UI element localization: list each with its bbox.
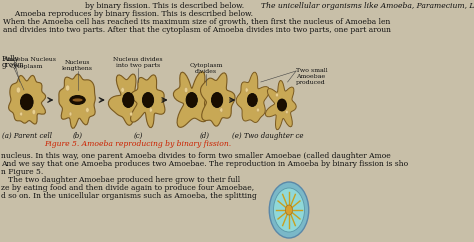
Circle shape xyxy=(245,88,248,92)
Text: Figure 5. Amoeba reproducing by binary fission.: Figure 5. Amoeba reproducing by binary f… xyxy=(45,140,232,148)
Circle shape xyxy=(86,107,89,113)
Text: The unicellular organisms like Amoeba, Paramecium, Lei: The unicellular organisms like Amoeba, P… xyxy=(261,2,474,10)
Polygon shape xyxy=(173,72,207,127)
Ellipse shape xyxy=(123,92,134,107)
Circle shape xyxy=(121,88,124,92)
Circle shape xyxy=(16,87,20,93)
Text: (e) Two daughter ce: (e) Two daughter ce xyxy=(232,132,303,140)
Ellipse shape xyxy=(277,99,286,111)
Circle shape xyxy=(20,112,23,116)
Ellipse shape xyxy=(20,94,33,110)
Polygon shape xyxy=(133,90,144,110)
Circle shape xyxy=(130,112,133,116)
Circle shape xyxy=(69,112,72,116)
Text: Two small
Amoebae
produced: Two small Amoebae produced xyxy=(296,68,328,85)
Circle shape xyxy=(269,182,309,238)
Polygon shape xyxy=(201,73,235,126)
Circle shape xyxy=(149,108,152,112)
Text: and divides into two parts. After that the cytoplasm of Amoeba divides into two : and divides into two parts. After that t… xyxy=(3,26,391,34)
Circle shape xyxy=(65,85,70,91)
Circle shape xyxy=(32,109,36,114)
Text: Amoeba reproduces by binary fission. This is described below.: Amoeba reproduces by binary fission. Thi… xyxy=(3,10,253,18)
Polygon shape xyxy=(236,72,269,122)
Text: Nucleus
lengthens: Nucleus lengthens xyxy=(62,60,93,71)
Circle shape xyxy=(256,108,259,112)
Circle shape xyxy=(220,108,223,112)
Ellipse shape xyxy=(73,98,82,102)
Text: Amoeba Nucleus: Amoeba Nucleus xyxy=(3,57,56,62)
Text: Cytoplasm
divides: Cytoplasm divides xyxy=(189,63,222,74)
Text: (d): (d) xyxy=(200,132,210,140)
Polygon shape xyxy=(130,75,165,128)
Text: And we say that one Amoeba produces two Amoebae. The reproduction in Amoeba by b: And we say that one Amoeba produces two … xyxy=(1,160,409,168)
Polygon shape xyxy=(59,74,95,128)
Polygon shape xyxy=(265,80,296,130)
Text: Fully: Fully xyxy=(1,55,19,63)
Text: Cytoplasm: Cytoplasm xyxy=(10,64,43,69)
Polygon shape xyxy=(109,74,147,125)
Text: Nucleus divides
into two parts: Nucleus divides into two parts xyxy=(113,57,163,68)
Text: (a) Parent cell: (a) Parent cell xyxy=(2,132,52,140)
Text: (b): (b) xyxy=(73,132,82,140)
Circle shape xyxy=(285,205,292,215)
Ellipse shape xyxy=(211,92,223,107)
Ellipse shape xyxy=(142,92,154,107)
Ellipse shape xyxy=(247,93,257,106)
Polygon shape xyxy=(9,75,46,124)
Ellipse shape xyxy=(186,92,197,107)
Text: nucleus. In this way, one parent Amoeba divides to form two smaller Amoebae (cal: nucleus. In this way, one parent Amoeba … xyxy=(1,152,391,160)
Text: d so on. In the unicellular organisms such as Amoeba, the splitting: d so on. In the unicellular organisms su… xyxy=(1,192,257,200)
Text: (c): (c) xyxy=(134,132,143,140)
Circle shape xyxy=(273,188,304,232)
Circle shape xyxy=(286,110,288,114)
Text: When the Amoeba cell has reached its maximum size of growth, then first the nucl: When the Amoeba cell has reached its max… xyxy=(3,18,390,26)
Text: by binary fission. This is described below.: by binary fission. This is described bel… xyxy=(84,2,244,10)
Text: grown: grown xyxy=(1,61,24,69)
Text: n Figure 5.: n Figure 5. xyxy=(1,168,44,176)
Text: ze by eating food and then divide again to produce four Amoebae,: ze by eating food and then divide again … xyxy=(1,184,255,192)
Circle shape xyxy=(275,93,278,97)
Ellipse shape xyxy=(70,96,85,105)
Circle shape xyxy=(184,88,188,92)
Polygon shape xyxy=(200,93,209,107)
Text: The two daughter Amoebae produced here grow to their full: The two daughter Amoebae produced here g… xyxy=(1,176,240,184)
